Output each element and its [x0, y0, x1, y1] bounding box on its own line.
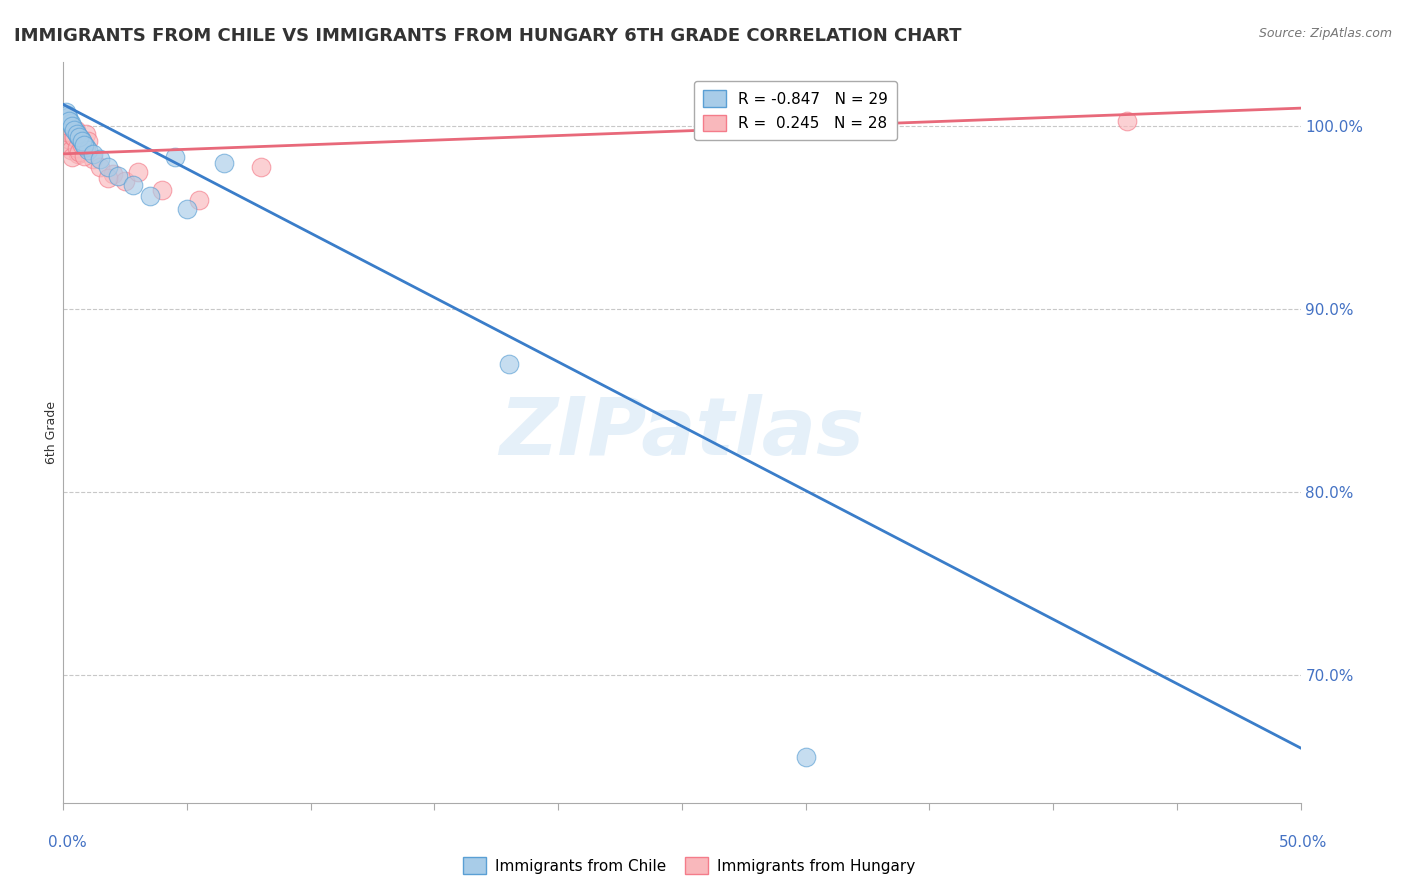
Point: [55, 104, 77, 119]
Point: [67, 130, 90, 145]
Point: [67, 146, 90, 161]
Point: [73, 149, 96, 163]
Point: [73, 137, 96, 152]
Point: [58, 110, 80, 124]
Point: [97, 160, 120, 174]
Point: [65, 125, 87, 139]
Point: [97, 170, 120, 185]
Point: [114, 174, 136, 188]
Point: [58, 132, 80, 146]
Point: [121, 178, 143, 192]
Y-axis label: 6th Grade: 6th Grade: [45, 401, 58, 464]
Point: [55, 137, 77, 152]
Point: [70, 137, 93, 152]
Text: ZIPatlas: ZIPatlas: [499, 393, 865, 472]
Point: [69, 132, 91, 146]
Point: [60, 151, 83, 165]
Point: [794, 750, 817, 764]
Point: [58, 114, 80, 128]
Point: [188, 193, 211, 207]
Text: 50.0%: 50.0%: [1279, 836, 1327, 850]
Point: [89, 160, 111, 174]
Legend: Immigrants from Chile, Immigrants from Hungary: Immigrants from Chile, Immigrants from H…: [457, 851, 921, 880]
Point: [139, 189, 162, 203]
Point: [66, 141, 89, 155]
Point: [498, 357, 520, 371]
Legend: R = -0.847   N = 29, R =  0.245   N = 28: R = -0.847 N = 29, R = 0.245 N = 28: [693, 81, 897, 140]
Point: [63, 130, 86, 145]
Point: [77, 134, 100, 148]
Point: [67, 128, 90, 143]
Point: [59, 143, 82, 157]
Point: [212, 156, 235, 170]
Point: [56, 108, 79, 122]
Point: [150, 183, 173, 197]
Point: [70, 134, 93, 148]
Point: [69, 136, 91, 150]
Text: 0.0%: 0.0%: [48, 836, 87, 850]
Point: [56, 125, 79, 139]
Point: [65, 123, 87, 137]
Point: [89, 153, 111, 167]
Point: [82, 153, 104, 167]
Point: [163, 151, 186, 165]
Point: [75, 127, 97, 141]
Point: [1116, 114, 1139, 128]
Point: [250, 160, 273, 174]
Text: IMMIGRANTS FROM CHILE VS IMMIGRANTS FROM HUNGARY 6TH GRADE CORRELATION CHART: IMMIGRANTS FROM CHILE VS IMMIGRANTS FROM…: [14, 27, 962, 45]
Point: [75, 139, 97, 153]
Point: [62, 121, 84, 136]
Point: [82, 146, 104, 161]
Point: [67, 145, 90, 159]
Point: [77, 143, 100, 157]
Point: [107, 169, 129, 183]
Point: [72, 139, 94, 153]
Point: [127, 165, 149, 179]
Point: [72, 136, 94, 150]
Point: [58, 120, 80, 134]
Point: [62, 128, 84, 143]
Point: [101, 167, 124, 181]
Text: Source: ZipAtlas.com: Source: ZipAtlas.com: [1258, 27, 1392, 40]
Point: [176, 202, 198, 216]
Point: [66, 127, 89, 141]
Point: [60, 120, 83, 134]
Point: [59, 116, 82, 130]
Point: [63, 123, 86, 137]
